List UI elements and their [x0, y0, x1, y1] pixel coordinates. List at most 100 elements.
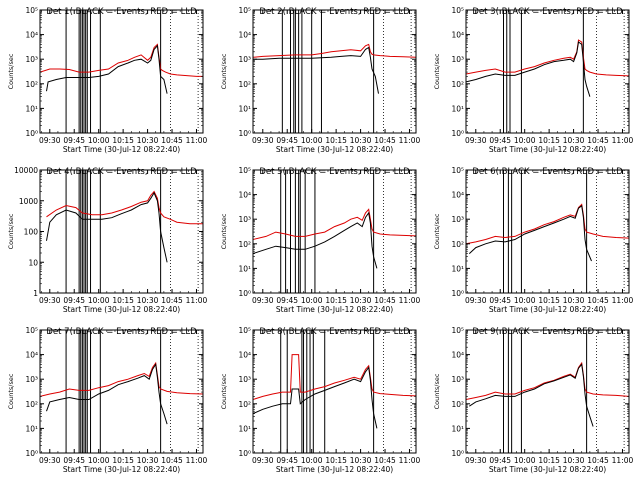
y-tick-label: 10³: [25, 375, 38, 384]
x-tick-label: 09:45: [63, 136, 85, 145]
y-axis-label: Counts/sec: [433, 213, 441, 249]
plot-frame: [39, 169, 204, 294]
plot-area: [466, 330, 629, 453]
y-tick-label: 10¹: [451, 424, 464, 433]
y-tick-label: 10⁰: [238, 289, 251, 298]
plot-frame: [252, 169, 417, 294]
panel-title: Det 1( BLACK = Events, RED = LLD: [46, 7, 197, 17]
plot-area: [466, 10, 629, 133]
x-tick-label: 11:00: [186, 136, 208, 145]
x-axis-label: Start Time (30-Jul-12 08:22:40): [276, 305, 393, 314]
y-tick-label: 10⁰: [451, 449, 464, 458]
x-tick-label: 11:00: [612, 136, 634, 145]
lld-series-line: [253, 354, 416, 400]
x-tick-label: 10:15: [112, 296, 134, 305]
y-tick-label: 10⁵: [238, 326, 251, 335]
x-axis-label: Start Time (30-Jul-12 08:22:40): [63, 305, 180, 314]
x-tick-label: 10:30: [563, 456, 585, 465]
x-tick-label: 10:15: [538, 296, 560, 305]
plot-frame: [252, 329, 417, 454]
y-tick-label: 10¹: [238, 104, 251, 113]
y-axis-label: Counts/sec: [220, 53, 228, 89]
y-tick-label: 10²: [238, 400, 251, 409]
x-tick-label: 10:00: [88, 456, 110, 465]
y-tick-label: 10⁵: [25, 326, 38, 335]
y-tick-label: 10²: [25, 80, 38, 89]
x-tick-label: 09:45: [489, 296, 511, 305]
x-tick-label: 10:30: [563, 136, 585, 145]
panel-title: Det 3( BLACK = Events, RED = LLD: [472, 7, 623, 17]
x-tick-label: 10:00: [88, 136, 110, 145]
x-tick-label: 10:15: [538, 136, 560, 145]
y-tick-label: 10³: [451, 55, 464, 64]
y-axis-label: Counts/sec: [7, 373, 15, 409]
plot-frame: [39, 329, 204, 454]
x-tick-label: 10:15: [325, 136, 347, 145]
x-tick-label: 10:30: [350, 136, 372, 145]
x-tick-label: 11:00: [399, 296, 421, 305]
y-tick-label: 10⁴: [451, 191, 464, 200]
x-tick-label: 10:45: [161, 456, 183, 465]
x-axis-label: Start Time (30-Jul-12 08:22:40): [63, 465, 180, 474]
panel-title: Det 2( BLACK = Events, RED = LLD: [259, 7, 410, 17]
x-tick-label: 11:00: [186, 296, 208, 305]
y-tick-label: 10⁴: [238, 31, 251, 40]
events-series-line: [46, 191, 168, 263]
plot-frame: [465, 9, 630, 134]
x-axis-label: Start Time (30-Jul-12 08:22:40): [276, 465, 393, 474]
x-tick-label: 10:00: [88, 296, 110, 305]
events-series-line: [46, 362, 168, 425]
plot-area: [253, 170, 416, 293]
x-tick-label: 09:30: [465, 136, 487, 145]
x-axis-label: Start Time (30-Jul-12 08:22:40): [489, 465, 606, 474]
y-tick-label: 10000: [14, 166, 38, 175]
x-tick-label: 09:45: [63, 296, 85, 305]
x-tick-label: 09:45: [489, 136, 511, 145]
x-tick-label: 09:30: [39, 456, 61, 465]
x-axis-label: Start Time (30-Jul-12 08:22:40): [63, 145, 180, 154]
x-tick-label: 09:45: [276, 456, 298, 465]
x-tick-label: 10:30: [137, 136, 159, 145]
x-tick-label: 10:45: [587, 136, 609, 145]
x-tick-label: 10:00: [301, 296, 323, 305]
y-tick-label: 10¹: [451, 104, 464, 113]
plot-area: [253, 10, 416, 133]
y-tick-label: 10⁴: [25, 31, 38, 40]
lld-series-line: [253, 43, 416, 58]
plot-area: [466, 170, 629, 293]
plot-area: [40, 10, 203, 133]
y-tick-label: 10⁰: [238, 129, 251, 138]
y-tick-label: 10¹: [238, 424, 251, 433]
x-tick-label: 10:45: [374, 136, 396, 145]
x-tick-label: 09:30: [252, 296, 274, 305]
x-tick-label: 10:00: [301, 136, 323, 145]
y-axis-label: Counts/sec: [220, 213, 228, 249]
y-tick-label: 10³: [25, 55, 38, 64]
x-axis-label: Start Time (30-Jul-12 08:22:40): [276, 145, 393, 154]
y-tick-label: 1: [33, 289, 38, 298]
y-tick-label: 10⁵: [451, 166, 464, 175]
y-tick-label: 10⁵: [25, 6, 38, 15]
lld-series-line: [40, 361, 203, 397]
lld-series-line: [46, 190, 203, 225]
y-tick-label: 10⁵: [238, 6, 251, 15]
y-axis-label: Counts/sec: [7, 53, 15, 89]
plot-area: [253, 330, 416, 453]
panel-title: Det 7( BLACK = Events, RED = LLD: [46, 327, 197, 337]
x-tick-label: 11:00: [612, 456, 634, 465]
y-tick-label: 10⁵: [238, 166, 251, 175]
x-tick-label: 09:30: [252, 456, 274, 465]
x-tick-label: 10:30: [137, 296, 159, 305]
x-tick-label: 11:00: [399, 136, 421, 145]
x-tick-label: 09:30: [252, 136, 274, 145]
plot-frame: [39, 9, 204, 134]
lld-series-line: [466, 39, 629, 77]
panel-title: Det 4( BLACK = Events, RED = LLD: [46, 167, 197, 177]
y-tick-label: 10³: [238, 55, 251, 64]
